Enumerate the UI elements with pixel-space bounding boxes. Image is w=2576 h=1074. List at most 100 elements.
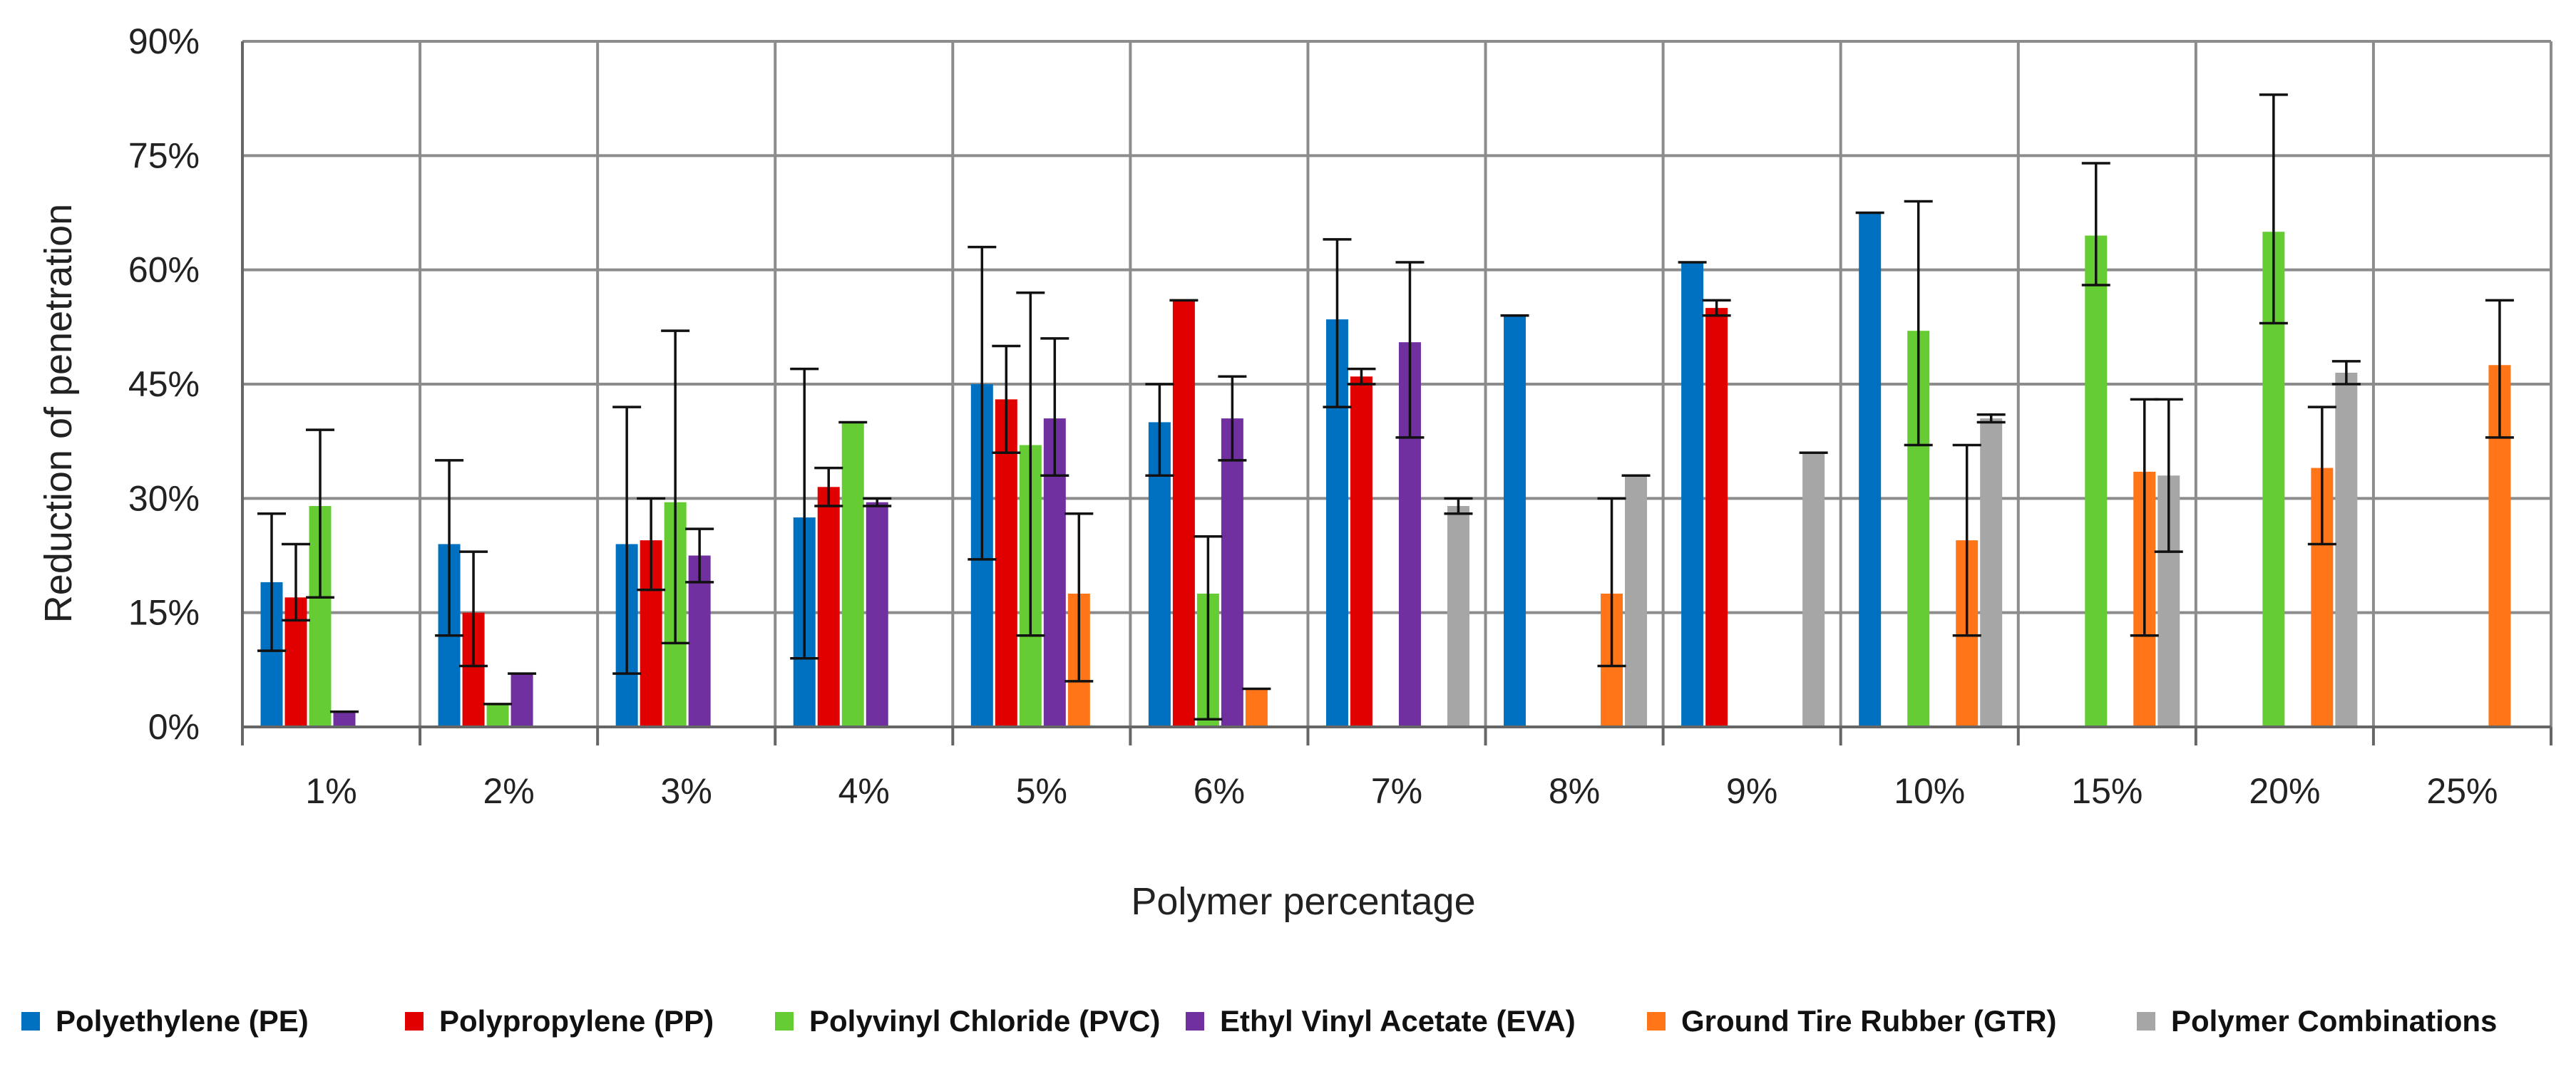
error-bar (1395, 261, 1425, 439)
gridlines (241, 40, 2552, 728)
legend-entry: Polypropylene (PP) (405, 1004, 714, 1038)
legend-swatch (1186, 1012, 1204, 1031)
y-tick-label: 30% (128, 478, 200, 518)
error-bar (1194, 535, 1223, 721)
y-tick-label: 0% (148, 707, 200, 747)
bar-polyvinyl-chloride-pvc (2085, 235, 2108, 728)
bar-polymer-combinations (2335, 372, 2358, 727)
x-tick-label: 7% (1371, 771, 1422, 811)
error-bar (1444, 497, 1473, 515)
error-bar (2485, 299, 2514, 439)
bar-ethyl-vinyl-acetate-eva (1221, 418, 1243, 727)
x-tick-label: 1% (305, 771, 356, 811)
bar-ground-tire-rubber-gtr (1245, 688, 1268, 727)
bar-polymer-combinations (1980, 418, 2003, 727)
legend-label: Ethyl Vinyl Acetate (EVA) (1220, 1004, 1576, 1038)
error-bar (2331, 360, 2361, 386)
bar-polypropylene-pp (1705, 308, 1728, 728)
bar-ethyl-vinyl-acetate-eva (866, 502, 888, 727)
error-bar (435, 459, 464, 637)
bar-polypropylene-pp (995, 399, 1017, 727)
x-tick-label: 25% (2426, 771, 2498, 811)
bar-ethyl-vinyl-acetate-eva (510, 673, 533, 727)
y-tick-label: 15% (128, 593, 200, 633)
bar-ethyl-vinyl-acetate-eva (688, 555, 711, 727)
error-bar (257, 512, 286, 652)
error-bar (2307, 406, 2336, 546)
x-tick-label: 4% (838, 771, 890, 811)
x-tick-label: 8% (1549, 771, 1600, 811)
error-bar (992, 344, 1021, 454)
bar-ethyl-vinyl-acetate-eva (333, 711, 356, 727)
bar-polyethylene-pe (1504, 315, 1526, 727)
error-bar (306, 428, 334, 599)
error-bar (814, 466, 843, 507)
legend: Polyethylene (PE) Polypropylene (PP) Polyv… (21, 1004, 2497, 1038)
y-tick-label: 90% (128, 21, 200, 61)
error-bar (1952, 443, 1981, 637)
bar-polyethylene-pe (1681, 262, 1704, 727)
error-bar (1064, 512, 1094, 683)
x-tick-label: 3% (661, 771, 712, 811)
error-bar (1976, 413, 2006, 424)
bar-polymer-combinations (1447, 506, 1469, 727)
y-tick-label: 45% (128, 364, 200, 404)
x-tick-label: 15% (2071, 771, 2143, 811)
error-bar (459, 550, 488, 668)
error-bar (1347, 367, 1376, 386)
bar-polypropylene-pp (1172, 300, 1195, 727)
axes (241, 41, 2552, 745)
x-axis-title: Polymer percentage (1131, 880, 1475, 923)
legend-label: Polyethylene (PE) (56, 1004, 309, 1038)
x-tick-label: 5% (1016, 771, 1067, 811)
legend-label: Ground Tire Rubber (GTR) (1681, 1004, 2057, 1038)
legend-label: Polyvinyl Chloride (PVC) (809, 1004, 1160, 1038)
legend-label: Polypropylene (PP) (439, 1004, 714, 1038)
error-bar (685, 527, 714, 584)
legend-label: Polymer Combinations (2171, 1004, 2497, 1038)
legend-swatch (775, 1012, 794, 1031)
bar-polymer-combinations (1802, 453, 1825, 727)
bar-polyvinyl-chloride-pvc (841, 422, 864, 727)
error-bar (612, 406, 642, 675)
error-bar (2130, 398, 2159, 637)
y-tick-label: 60% (128, 250, 200, 290)
error-bar (282, 542, 310, 622)
x-tick-labels: 1% 2% 3% 4% 5% 6% 7% 8% 9% 10% 15% 20% 25% (305, 771, 2498, 811)
bar-polypropylene-pp (1350, 376, 1372, 727)
legend-entry: Ground Tire Rubber (GTR) (1647, 1004, 2057, 1038)
legend-swatch (21, 1012, 40, 1031)
error-bar (863, 497, 892, 507)
error-bar (2081, 162, 2110, 286)
error-bar (661, 329, 690, 645)
legend-entry: Polymer Combinations (2137, 1004, 2497, 1038)
error-bar (968, 245, 997, 561)
error-bar (1702, 299, 1731, 317)
error-bar (2154, 398, 2183, 553)
legend-swatch (1647, 1012, 1666, 1031)
x-tick-label: 6% (1194, 771, 1245, 811)
error-bar (790, 367, 819, 660)
legend-swatch (2137, 1012, 2155, 1031)
bar-polyethylene-pe (1859, 212, 1882, 727)
y-axis-title: Reduction of penetration (37, 204, 80, 623)
y-tick-labels: 0% 15% 30% 45% 60% 75% 90% (128, 21, 200, 747)
legend-entry: Polyvinyl Chloride (PVC) (775, 1004, 1160, 1038)
x-tick-label: 10% (1894, 771, 1965, 811)
x-tick-label: 9% (1726, 771, 1777, 811)
bar-polyvinyl-chloride-pvc (486, 703, 509, 727)
error-bar (637, 497, 666, 592)
legend-entry: Ethyl Vinyl Acetate (EVA) (1186, 1004, 1576, 1038)
error-bar (1145, 383, 1174, 477)
x-tick-label: 20% (2249, 771, 2320, 811)
error-bar (1016, 291, 1045, 637)
error-bar (2259, 93, 2288, 325)
bar-polymer-combinations (1625, 475, 1648, 727)
error-bar (1040, 337, 1069, 477)
error-bars (257, 93, 2514, 721)
error-bar (1597, 497, 1626, 668)
error-bar (1904, 200, 1933, 447)
error-bar (1323, 238, 1352, 408)
bar-polypropylene-pp (817, 487, 840, 727)
